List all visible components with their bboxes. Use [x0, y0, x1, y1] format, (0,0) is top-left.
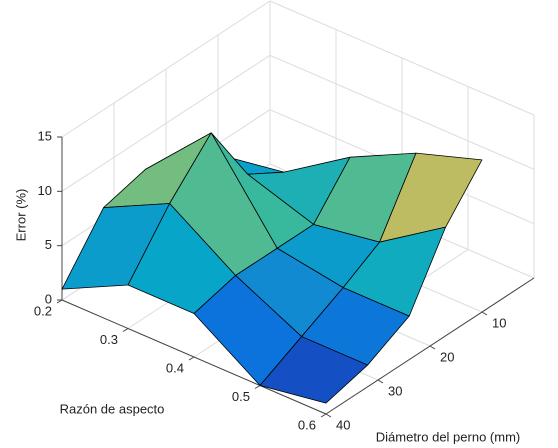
x-tick: [188, 356, 195, 361]
grid-line: [61, 0, 271, 138]
y-axis-label: Diámetro del perno (mm): [376, 429, 521, 444]
z-tick-label: 15: [38, 128, 52, 143]
y-tick: [377, 379, 384, 384]
z-tick-label: 10: [38, 183, 52, 198]
y-tick: [481, 311, 488, 316]
y-tick-label: 10: [492, 315, 506, 330]
y-tick: [429, 345, 436, 350]
y-tick: [325, 413, 332, 418]
x-tick-label: 0.4: [166, 360, 184, 375]
x-tick: [254, 385, 261, 389]
x-tick-label: 0.6: [298, 417, 316, 432]
x-tick-label: 0.2: [34, 303, 52, 318]
x-tick-label: 0.3: [100, 332, 118, 347]
x-tick: [122, 328, 129, 332]
x-tick-label: 0.5: [232, 389, 250, 404]
z-axis-label: Error (%): [13, 189, 28, 242]
y-tick-label: 40: [336, 417, 350, 432]
z-tick-label: 0: [45, 291, 52, 306]
grid-line: [269, 0, 535, 116]
surface-face: [259, 336, 369, 404]
y-tick-label: 20: [440, 349, 454, 364]
z-tick-label: 5: [45, 237, 52, 252]
y-tick-label: 30: [388, 383, 402, 398]
x-tick: [320, 413, 327, 418]
grid-line: [269, 54, 535, 170]
grid-line: [61, 54, 271, 192]
x-axis-label: Razón de aspecto: [60, 401, 165, 416]
